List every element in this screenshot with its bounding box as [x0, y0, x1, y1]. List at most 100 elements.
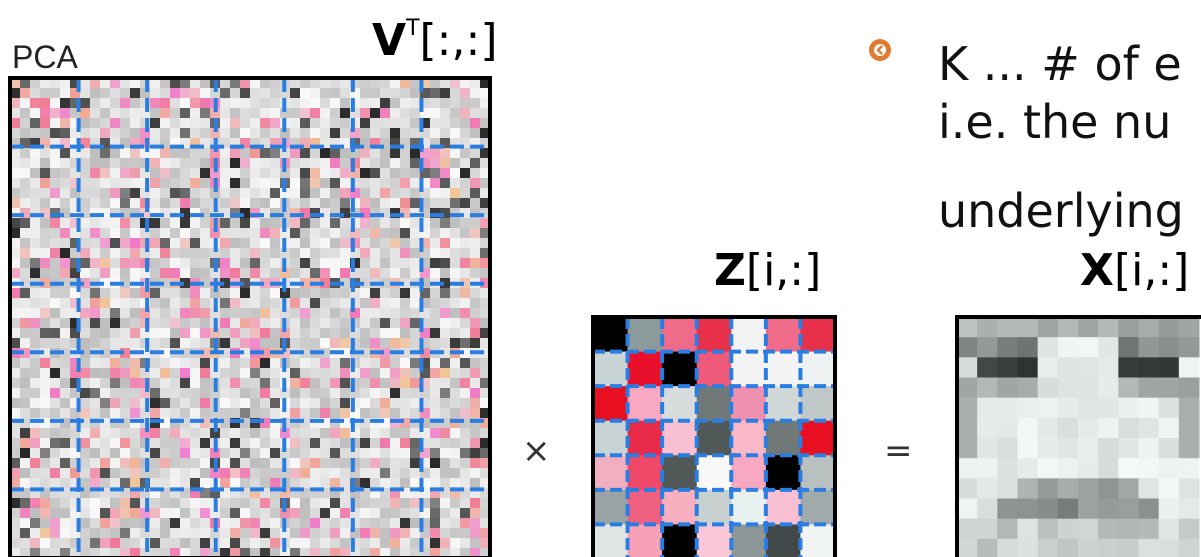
pixel — [320, 128, 331, 139]
pixel — [290, 218, 301, 229]
pixel — [200, 468, 211, 479]
pixel — [230, 128, 241, 139]
pixel — [310, 238, 321, 249]
pixel — [360, 508, 371, 519]
pixel — [470, 198, 481, 209]
pixel — [400, 418, 411, 429]
pixel — [130, 378, 141, 389]
pixel — [20, 188, 31, 199]
pixel — [260, 328, 271, 339]
pixel — [430, 268, 441, 279]
pixel — [150, 318, 161, 329]
pixel — [460, 338, 471, 349]
pixel — [140, 288, 151, 299]
pixel — [120, 238, 131, 249]
pixel — [400, 508, 411, 519]
pixel — [380, 508, 391, 519]
pixel — [330, 428, 341, 439]
pixel — [120, 378, 131, 389]
pixel — [310, 178, 321, 189]
pixel — [370, 508, 381, 519]
pixel — [130, 88, 141, 99]
pixel — [300, 338, 311, 349]
pixel — [140, 188, 151, 199]
cell — [765, 317, 801, 353]
pixel — [480, 288, 491, 299]
bullet-icon — [869, 39, 891, 61]
pixel — [240, 148, 251, 159]
pixel — [410, 538, 421, 549]
pixel — [340, 438, 351, 449]
pixel — [50, 398, 61, 409]
pixel — [1118, 337, 1139, 358]
pixel — [460, 128, 471, 139]
pixel — [260, 468, 271, 479]
pixel — [50, 148, 61, 159]
pixel — [120, 358, 131, 369]
pixel — [40, 468, 51, 479]
pixel — [380, 268, 391, 279]
pixel — [1178, 518, 1200, 540]
pixel — [240, 478, 251, 489]
pixel — [380, 188, 391, 199]
pixel — [60, 358, 71, 369]
pixel — [380, 298, 391, 309]
pixel — [60, 138, 71, 149]
pixel — [360, 528, 371, 539]
pixel — [240, 158, 251, 169]
pixel — [170, 298, 181, 309]
pixel — [440, 88, 451, 99]
pixel — [120, 218, 131, 229]
pixel — [170, 518, 181, 529]
pixel — [210, 468, 221, 479]
pixel — [240, 178, 251, 189]
pixel — [320, 508, 331, 519]
pixel — [460, 168, 471, 179]
pixel — [420, 138, 431, 149]
pixel — [320, 388, 331, 399]
pixel — [50, 448, 61, 459]
pixel — [10, 408, 21, 419]
pixel — [10, 418, 21, 429]
pixel — [1178, 357, 1200, 378]
pixel — [100, 448, 111, 459]
pixel — [50, 138, 61, 149]
pixel — [80, 178, 91, 189]
pixel — [390, 148, 401, 159]
pixel — [450, 478, 461, 489]
pixel — [80, 98, 91, 109]
pixel — [300, 88, 311, 99]
pixel — [10, 228, 21, 239]
pixel — [170, 508, 181, 519]
pixel — [350, 88, 361, 99]
pixel — [430, 438, 441, 449]
pixel — [10, 438, 21, 449]
pixel — [390, 218, 401, 229]
pixel — [380, 358, 391, 369]
pixel — [300, 118, 311, 129]
pixel — [90, 458, 101, 469]
pixel — [120, 158, 131, 169]
pixel — [1138, 518, 1160, 540]
pixel — [190, 78, 201, 89]
pixel — [440, 308, 451, 319]
pixel — [60, 178, 71, 189]
pixel — [180, 518, 191, 529]
pixel — [430, 148, 441, 159]
pixel — [350, 218, 361, 229]
pixel — [230, 368, 241, 379]
pixel — [340, 418, 351, 429]
pixel — [320, 518, 331, 529]
pixel — [210, 288, 221, 299]
pixel — [380, 488, 391, 499]
pixel — [80, 458, 91, 469]
pixel — [240, 338, 251, 349]
pixel — [210, 528, 221, 539]
pixel — [200, 108, 211, 119]
pixel — [280, 288, 291, 299]
pixel — [470, 328, 481, 339]
cell — [731, 317, 767, 353]
pixel — [250, 158, 261, 169]
pixel — [260, 498, 271, 509]
pixel — [180, 458, 191, 469]
